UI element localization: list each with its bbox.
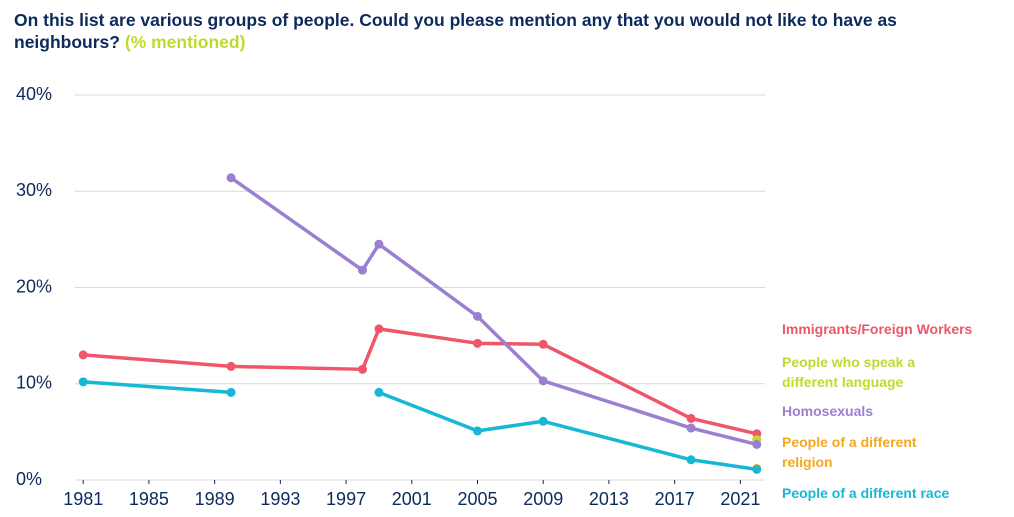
data-point bbox=[226, 173, 236, 183]
chart-title: On this list are various groups of peopl… bbox=[14, 10, 897, 52]
series-line bbox=[83, 327, 758, 436]
legend-label: People of a different religion bbox=[782, 434, 917, 470]
data-point bbox=[538, 416, 548, 426]
x-tick-label: 2005 bbox=[457, 489, 497, 509]
data-point bbox=[358, 265, 367, 275]
data-point bbox=[226, 387, 236, 397]
legend-label: People who speak a different language bbox=[782, 354, 916, 390]
data-point bbox=[473, 311, 482, 321]
data-point bbox=[686, 423, 696, 433]
data-point bbox=[374, 387, 384, 397]
data-point bbox=[358, 364, 367, 374]
x-tick-label: 2009 bbox=[523, 489, 563, 509]
data-point bbox=[374, 324, 384, 334]
x-tick-label: 1989 bbox=[195, 489, 235, 509]
y-tick-label: 30% bbox=[16, 180, 52, 200]
data-point bbox=[374, 239, 384, 249]
y-tick-label: 0% bbox=[16, 469, 42, 489]
y-tick-label: 20% bbox=[16, 276, 52, 296]
data-point bbox=[78, 350, 88, 360]
chart-title-block: On this list are various groups of peopl… bbox=[14, 9, 974, 53]
data-point bbox=[752, 464, 762, 474]
data-point bbox=[538, 339, 548, 349]
data-point bbox=[752, 439, 762, 449]
x-tick-label: 1997 bbox=[326, 489, 366, 509]
x-tick-label: 2017 bbox=[655, 489, 695, 509]
x-tick-label: 1985 bbox=[129, 489, 169, 509]
x-tick-label: 2013 bbox=[589, 489, 629, 509]
data-point bbox=[686, 455, 696, 465]
x-tick-label: 1981 bbox=[63, 489, 103, 509]
series-line bbox=[230, 176, 758, 447]
legend-label: People of a different race bbox=[782, 485, 950, 501]
data-point bbox=[78, 377, 88, 387]
data-point bbox=[473, 426, 482, 436]
y-tick-label: 40% bbox=[16, 84, 52, 104]
data-point bbox=[686, 413, 696, 423]
x-tick-label: 2001 bbox=[392, 489, 432, 509]
chart-subtitle: (% mentioned) bbox=[124, 32, 246, 52]
data-point bbox=[538, 376, 548, 386]
y-tick-label: 10% bbox=[16, 373, 52, 393]
legend-label: Homosexuals bbox=[782, 403, 874, 419]
series-line bbox=[83, 380, 232, 395]
legend-label: Immigrants/Foreign Workers bbox=[782, 321, 973, 337]
x-tick-label: 2021 bbox=[720, 489, 760, 509]
x-tick-label: 1993 bbox=[260, 489, 300, 509]
data-point bbox=[226, 361, 236, 371]
data-point bbox=[473, 338, 482, 348]
